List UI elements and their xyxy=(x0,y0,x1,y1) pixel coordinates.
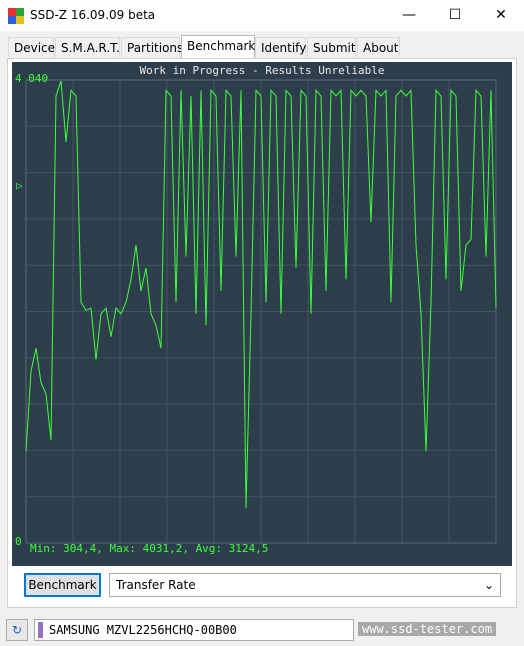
chart-title: Work in Progress - Results Unreliable xyxy=(139,64,384,77)
plot-border xyxy=(25,79,497,544)
benchmark-button[interactable]: Benchmark xyxy=(24,573,101,597)
refresh-button[interactable]: ↻ xyxy=(6,619,28,641)
tab[interactable]: Benchmark xyxy=(181,35,255,59)
stats: Min: 304,4, Max: 4031,2, Avg: 3124,5 xyxy=(30,542,268,555)
tab[interactable]: About xyxy=(357,37,400,57)
app-icon xyxy=(8,8,24,24)
tab[interactable]: Partitions xyxy=(121,37,183,57)
chart: Work in Progress - Results Unreliable ▷ … xyxy=(12,62,512,566)
watermark: www.ssd-tester.com xyxy=(358,622,497,636)
window-title: SSD-Z 16.09.09 beta xyxy=(30,8,156,22)
dropdown-value: Transfer Rate xyxy=(116,578,196,592)
y-tick-label: 0 xyxy=(15,535,22,548)
transfer-line xyxy=(25,80,497,509)
tab[interactable]: Identify xyxy=(255,37,306,57)
tab[interactable]: Submit xyxy=(307,37,356,57)
tab[interactable]: S.M.A.R.T. xyxy=(55,37,120,57)
title-bar: SSD-Z 16.09.09 beta — ☐ ✕ xyxy=(0,0,524,31)
y-tick-label: 4 040 xyxy=(15,72,48,85)
drive-field: SAMSUNG MZVL2256HCHQ-00B00 xyxy=(34,619,354,641)
dropdown-arrow: ⌄ xyxy=(483,578,494,592)
maximize[interactable]: ☐ xyxy=(448,7,462,23)
avg-marker: ▷ xyxy=(16,179,23,192)
close[interactable]: ✕ xyxy=(495,7,507,23)
minimize[interactable]: — xyxy=(402,7,416,23)
tab[interactable]: Device xyxy=(8,37,55,57)
mode-dropdown[interactable]: Transfer Rate ⌄ xyxy=(109,573,501,597)
drive-name: SAMSUNG MZVL2256HCHQ-00B00 xyxy=(49,623,237,637)
